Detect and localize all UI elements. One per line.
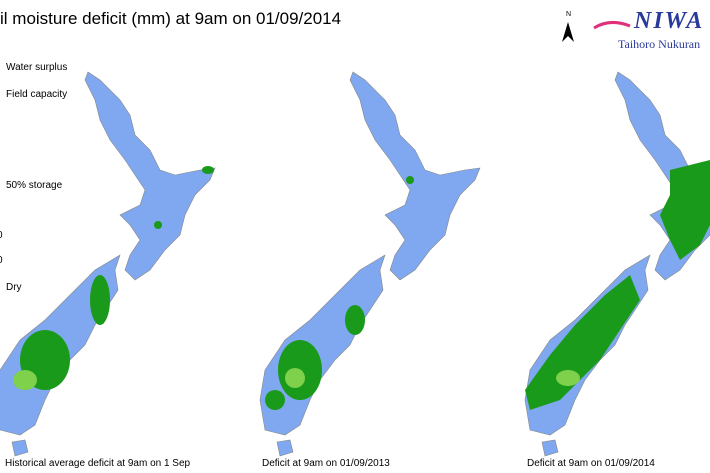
map-caption: Deficit at 9am on 01/09/2013	[262, 458, 390, 469]
legend-label: Dry	[6, 282, 22, 293]
legend: Water surplus Field capacity 50% storage…	[0, 62, 67, 293]
map	[524, 71, 710, 457]
logo-swoosh	[593, 21, 631, 30]
title: il moisture deficit (mm) at 9am on 01/09…	[0, 9, 341, 28]
logo-name: NIWA	[633, 8, 704, 34]
north-label: N	[566, 11, 571, 18]
map-caption: Historical average deficit at 9am on 1 S…	[5, 458, 191, 469]
legend-label: Field capacity	[6, 89, 67, 100]
map-caption: Deficit at 9am on 01/09/2014	[527, 458, 655, 469]
map	[259, 71, 481, 457]
map	[0, 71, 216, 457]
logo: N NIWA Taihoro Nukuran	[562, 8, 704, 51]
legend-label: 0	[0, 255, 3, 266]
legend-label: 50% storage	[6, 180, 63, 191]
legend-label: Water surplus	[6, 62, 67, 73]
north-arrow	[562, 22, 574, 42]
logo-tagline: Taihoro Nukuran	[618, 37, 700, 51]
legend-label: 0	[0, 230, 3, 241]
